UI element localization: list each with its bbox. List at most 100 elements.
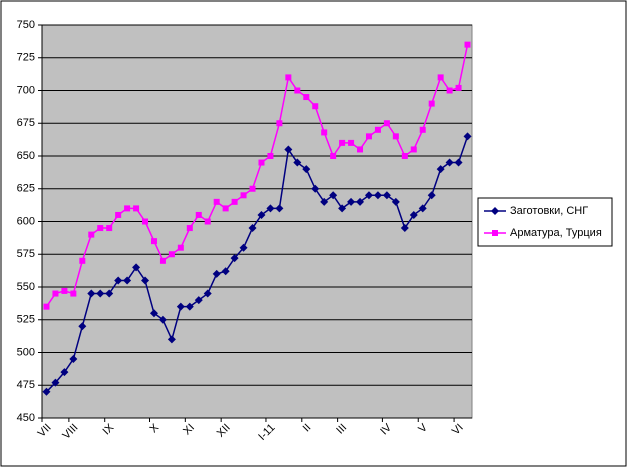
marker: [87, 289, 96, 298]
marker: [338, 204, 347, 213]
marker: [230, 254, 239, 263]
y-tick-label: 675: [17, 117, 35, 129]
y-tick-label: 500: [17, 346, 35, 358]
marker: [445, 158, 454, 167]
marker: [142, 218, 149, 225]
y-tick-label: 525: [17, 314, 35, 326]
marker: [204, 218, 211, 225]
marker: [249, 185, 256, 192]
marker: [320, 197, 329, 206]
marker: [248, 224, 257, 233]
marker: [105, 289, 114, 298]
marker: [222, 205, 229, 212]
marker: [365, 133, 372, 140]
legend-box: [477, 197, 613, 247]
marker: [347, 197, 356, 206]
y-tick-label: 625: [17, 183, 35, 195]
marker: [464, 41, 471, 48]
marker: [492, 230, 498, 236]
marker: [311, 184, 320, 193]
marker: [186, 225, 193, 232]
marker: [364, 191, 373, 200]
marker: [239, 243, 248, 252]
marker: [284, 145, 293, 154]
y-tick-label: 750: [17, 19, 35, 31]
marker: [356, 197, 365, 206]
marker: [267, 153, 274, 159]
marker: [150, 238, 157, 245]
marker: [400, 224, 409, 233]
marker: [455, 84, 462, 91]
marker: [51, 378, 60, 387]
marker: [348, 139, 355, 146]
marker: [276, 120, 283, 127]
marker: [158, 315, 167, 324]
marker: [357, 146, 364, 153]
marker: [221, 267, 230, 276]
marker: [410, 146, 417, 153]
marker: [177, 244, 184, 251]
y-tick-label: 650: [17, 150, 35, 162]
marker: [69, 355, 78, 364]
marker: [427, 191, 436, 200]
marker: [373, 191, 382, 200]
marker: [42, 387, 51, 396]
marker: [285, 74, 292, 81]
marker: [392, 133, 399, 140]
y-tick-label: 575: [17, 248, 35, 260]
marker: [382, 191, 391, 200]
marker: [114, 276, 123, 285]
marker: [491, 207, 499, 215]
marker: [275, 204, 284, 213]
marker: [419, 126, 426, 133]
marker: [418, 204, 427, 213]
marker: [133, 205, 140, 212]
marker: [43, 303, 50, 310]
legend-label: Арматура, Турция: [510, 227, 602, 239]
y-tick-label: 550: [17, 281, 35, 293]
marker: [294, 87, 301, 94]
marker: [374, 126, 381, 133]
marker: [176, 302, 185, 311]
y-tick-label: 600: [17, 215, 35, 227]
marker: [330, 153, 337, 159]
marker: [258, 159, 265, 166]
marker: [203, 289, 212, 298]
marker: [231, 198, 238, 205]
marker: [463, 132, 472, 141]
marker: [168, 251, 175, 258]
marker: [266, 204, 275, 213]
marker: [409, 210, 418, 219]
marker: [195, 211, 202, 218]
marker: [60, 368, 69, 377]
y-tick-label: 725: [17, 52, 35, 64]
y-tick-label: 450: [17, 412, 35, 424]
marker: [52, 290, 59, 297]
marker: [302, 165, 311, 174]
marker: [454, 158, 463, 167]
marker: [61, 287, 68, 294]
marker: [329, 191, 338, 200]
marker: [213, 198, 220, 205]
marker: [212, 269, 221, 278]
marker: [97, 225, 104, 232]
marker: [428, 100, 435, 107]
marker: [339, 139, 346, 146]
marker: [149, 309, 158, 318]
marker: [185, 302, 194, 311]
marker: [70, 290, 77, 297]
marker: [437, 74, 444, 81]
marker: [123, 276, 132, 285]
marker: [159, 257, 166, 264]
marker: [446, 87, 453, 94]
marker: [167, 335, 176, 344]
marker: [141, 276, 150, 285]
marker: [106, 225, 113, 232]
marker: [321, 129, 328, 136]
marker: [88, 231, 95, 238]
marker: [257, 210, 266, 219]
y-tick-label: 700: [17, 84, 35, 96]
marker: [78, 322, 87, 331]
marker: [194, 296, 203, 305]
